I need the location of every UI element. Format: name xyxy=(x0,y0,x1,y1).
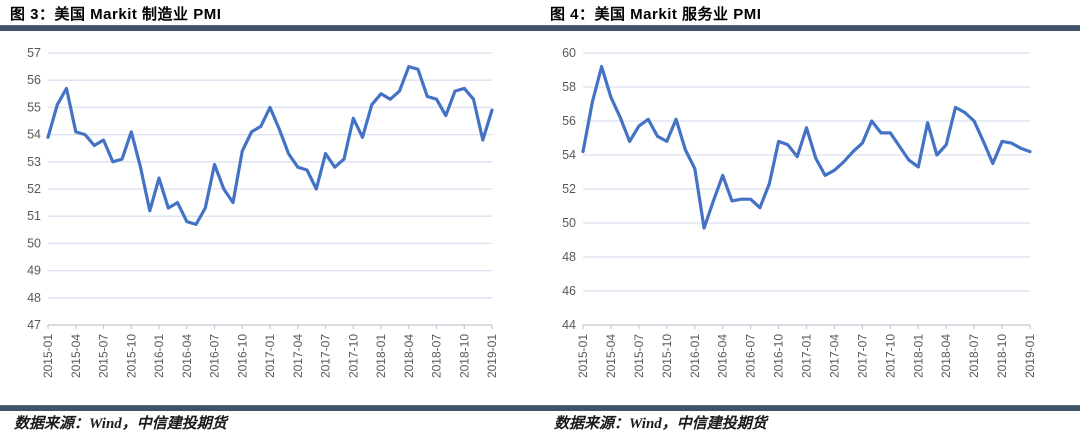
y-axis-tick-label: 53 xyxy=(27,155,41,169)
services-pmi-line-chart: 44 46 48 50 52 54 56 58 60 2015-01 2015-04 2015-07 2… xyxy=(562,46,1037,378)
y-axis-tick-label: 60 xyxy=(562,46,576,60)
y-axis-tick-label: 46 xyxy=(562,284,576,298)
x-axis-tick-label: 2017-10 xyxy=(346,334,360,378)
x-axis-tick-label: 2017-01 xyxy=(263,334,277,378)
x-axis-tick-label: 2017-04 xyxy=(291,334,305,378)
y-axis-tick-label: 52 xyxy=(27,182,41,196)
x-axis-tick-label: 2017-01 xyxy=(800,334,814,378)
y-axis-tick-label: 54 xyxy=(27,128,41,142)
top-divider-rule xyxy=(0,25,1080,31)
manufacturing-pmi-line-chart: 47 48 49 50 51 52 53 54 55 56 57 2015-01 2015-04 2015… xyxy=(27,46,499,378)
x-axis-tick-label: 2016-07 xyxy=(208,334,222,378)
x-axis-tick-label: 2015-04 xyxy=(604,334,618,378)
figure3-source-note: 数据来源：Wind，中信建投期货 xyxy=(14,416,227,432)
x-axis-tick-label: 2016-04 xyxy=(716,334,730,378)
x-axis-tick-label: 2016-01 xyxy=(688,334,702,378)
x-axis-tick-label: 2018-10 xyxy=(457,334,471,378)
y-axis-tick-label: 50 xyxy=(562,216,576,230)
y-axis-tick-label: 44 xyxy=(562,318,576,332)
x-axis-tick-label: 2015-01 xyxy=(576,334,590,378)
x-axis-tick-label: 2017-10 xyxy=(883,334,897,378)
y-axis-tick-label: 58 xyxy=(562,80,576,94)
x-axis-tick-label: 2015-07 xyxy=(632,334,646,378)
y-axis-tick-label: 48 xyxy=(27,291,41,305)
figure4-title: 图 4：美国 Markit 服务业 PMI xyxy=(550,6,762,23)
x-axis-tick-label: 2015-10 xyxy=(660,334,674,378)
y-axis-tick-label: 50 xyxy=(27,236,41,250)
x-axis-tick-label: 2017-07 xyxy=(319,334,333,378)
x-axis-tick-label: 2016-04 xyxy=(180,334,194,378)
x-axis-tick-label: 2019-01 xyxy=(1023,334,1037,378)
x-axis-tick-label: 2015-07 xyxy=(97,334,111,378)
y-axis-tick-label: 47 xyxy=(27,318,41,332)
y-axis-tick-label: 55 xyxy=(27,100,41,114)
x-axis-tick-label: 2018-01 xyxy=(374,334,388,378)
y-axis-tick-label: 51 xyxy=(27,209,41,223)
x-axis-tick-label: 2016-01 xyxy=(152,334,166,378)
x-axis-tick-label: 2018-10 xyxy=(995,334,1009,378)
x-axis-tick-label: 2015-04 xyxy=(69,334,83,378)
figure4-source-note: 数据来源：Wind，中信建投期货 xyxy=(554,416,767,432)
x-axis-tick-label: 2015-01 xyxy=(41,334,55,378)
y-axis-tick-label: 56 xyxy=(562,114,576,128)
y-axis-tick-label: 48 xyxy=(562,250,576,264)
bottom-divider-rule xyxy=(0,405,1080,411)
y-axis-tick-label: 57 xyxy=(27,46,41,60)
x-axis-tick-label: 2016-10 xyxy=(772,334,786,378)
x-axis-tick-label: 2019-01 xyxy=(485,334,499,378)
y-axis-tick-label: 52 xyxy=(562,182,576,196)
x-axis-tick-label: 2015-10 xyxy=(124,334,138,378)
x-axis-tick-label: 2017-07 xyxy=(855,334,869,378)
x-axis-tick-label: 2018-07 xyxy=(967,334,981,378)
y-axis-tick-label: 54 xyxy=(562,148,576,162)
x-axis-tick-label: 2016-07 xyxy=(744,334,758,378)
x-axis-tick-label: 2018-04 xyxy=(402,334,416,378)
x-axis-tick-label: 2017-04 xyxy=(827,334,841,378)
x-axis-tick-label: 2016-10 xyxy=(235,334,249,378)
y-axis-tick-label: 49 xyxy=(27,264,41,278)
x-axis-tick-label: 2018-04 xyxy=(939,334,953,378)
figure3-title: 图 3：美国 Markit 制造业 PMI xyxy=(10,6,222,23)
pmi-series-line xyxy=(46,64,494,226)
x-axis-tick-label: 2018-01 xyxy=(911,334,925,378)
y-axis-tick-label: 56 xyxy=(27,73,41,87)
x-axis-tick-label: 2018-07 xyxy=(430,334,444,378)
pmi-series-line xyxy=(581,64,1032,230)
